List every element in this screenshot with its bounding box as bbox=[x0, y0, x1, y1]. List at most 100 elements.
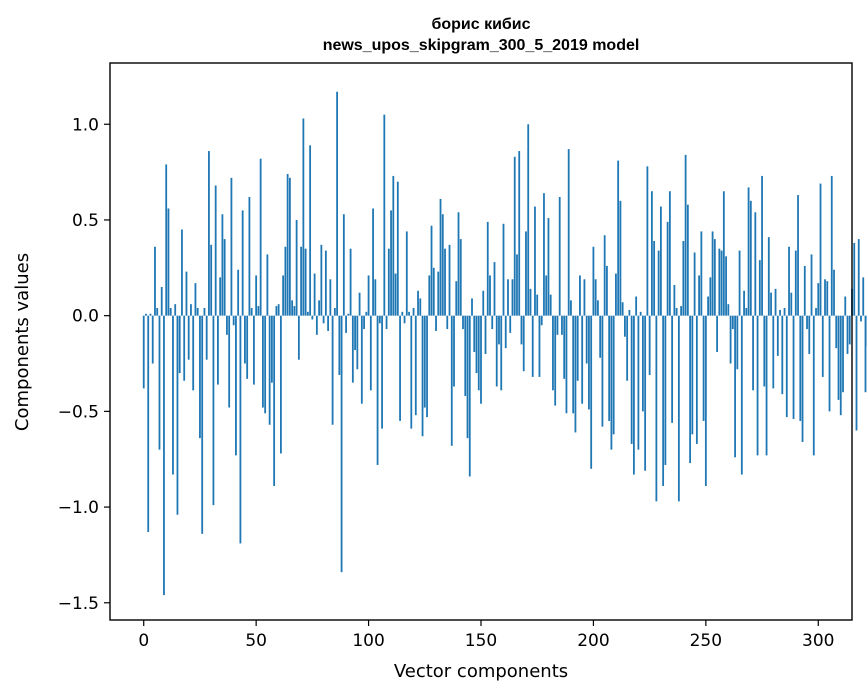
bar-66 bbox=[291, 300, 294, 316]
bar-67 bbox=[293, 306, 296, 316]
bar-2 bbox=[147, 315, 150, 532]
bar-226 bbox=[650, 191, 653, 316]
bar-133 bbox=[441, 214, 444, 316]
bar-43 bbox=[239, 315, 242, 544]
bar-287 bbox=[788, 246, 790, 316]
bar-76 bbox=[313, 273, 316, 316]
bar-234 bbox=[668, 191, 671, 316]
bar-25 bbox=[199, 315, 201, 439]
bar-151 bbox=[482, 290, 485, 316]
bar-281 bbox=[774, 288, 777, 316]
bar-168 bbox=[520, 315, 523, 345]
bar-217 bbox=[630, 315, 633, 444]
bar-228 bbox=[655, 315, 658, 502]
bar-275 bbox=[761, 175, 763, 316]
bar-220 bbox=[637, 315, 640, 450]
bar-110 bbox=[390, 210, 392, 316]
bar-309 bbox=[837, 315, 840, 400]
bar-100 bbox=[367, 275, 370, 316]
bar-167 bbox=[518, 151, 521, 316]
bar-308 bbox=[835, 315, 838, 349]
bar-269 bbox=[747, 187, 750, 316]
bars-group bbox=[142, 91, 867, 596]
bar-249 bbox=[702, 315, 705, 421]
bar-241 bbox=[684, 154, 687, 316]
bar-82 bbox=[327, 315, 329, 331]
bar-89 bbox=[342, 214, 345, 316]
bar-242 bbox=[686, 204, 689, 316]
bar-307 bbox=[833, 269, 835, 316]
bar-156 bbox=[493, 262, 496, 316]
bar-19 bbox=[185, 271, 188, 316]
bar-310 bbox=[839, 315, 842, 416]
bar-145 bbox=[468, 315, 471, 477]
bar-51 bbox=[257, 306, 260, 316]
bar-261 bbox=[729, 315, 732, 364]
bar-87 bbox=[338, 315, 341, 375]
bar-56 bbox=[268, 315, 271, 425]
bar-111 bbox=[392, 175, 395, 316]
bar-138 bbox=[453, 315, 455, 387]
bar-134 bbox=[444, 248, 446, 316]
bar-31 bbox=[212, 315, 215, 506]
bar-223 bbox=[644, 315, 647, 471]
bar-170 bbox=[525, 231, 527, 316]
bar-64 bbox=[286, 174, 289, 316]
bar-239 bbox=[680, 306, 683, 316]
bar-265 bbox=[738, 250, 741, 316]
bar-165 bbox=[513, 156, 516, 316]
bar-38 bbox=[228, 315, 231, 408]
bar-313 bbox=[846, 315, 849, 354]
x-axis-label: Vector components bbox=[394, 661, 568, 682]
bar-58 bbox=[273, 315, 276, 487]
bar-290 bbox=[794, 250, 797, 316]
bar-264 bbox=[736, 315, 739, 370]
bar-215 bbox=[626, 315, 629, 381]
bar-109 bbox=[387, 248, 390, 316]
bar-95 bbox=[356, 315, 359, 370]
bar-302 bbox=[821, 315, 824, 377]
bar-219 bbox=[635, 296, 638, 316]
bar-44 bbox=[241, 210, 244, 316]
bar-46 bbox=[246, 315, 249, 379]
bar-90 bbox=[345, 315, 347, 333]
y-axis-ticks: −1.5 −1.0 −0.5 0.0 0.5 1.0 bbox=[58, 115, 110, 614]
bar-213 bbox=[621, 302, 624, 316]
bar-306 bbox=[830, 175, 833, 316]
bar-53 bbox=[262, 315, 264, 408]
bar-142 bbox=[462, 315, 464, 330]
bar-37 bbox=[226, 315, 228, 335]
bar-50 bbox=[255, 275, 258, 316]
bar-154 bbox=[489, 275, 491, 316]
bar-282 bbox=[776, 315, 779, 356]
bar-21 bbox=[190, 304, 192, 316]
bar-183 bbox=[554, 315, 557, 406]
bar-34 bbox=[219, 277, 222, 316]
bar-70 bbox=[300, 246, 303, 316]
bar-297 bbox=[810, 254, 813, 316]
bar-231 bbox=[662, 315, 665, 487]
bar-176 bbox=[538, 315, 541, 377]
bar-247 bbox=[698, 275, 700, 316]
bar-252 bbox=[709, 277, 712, 316]
bar-115 bbox=[401, 311, 404, 316]
bar-73 bbox=[306, 311, 309, 316]
bar-253 bbox=[711, 231, 714, 316]
bar-47 bbox=[248, 196, 251, 316]
bar-45 bbox=[244, 315, 246, 364]
bar-137 bbox=[450, 315, 453, 446]
bar-288 bbox=[790, 292, 793, 316]
bar-144 bbox=[466, 315, 469, 439]
bar-42 bbox=[237, 269, 240, 316]
bar-274 bbox=[758, 260, 761, 316]
bar-295 bbox=[806, 315, 808, 330]
x-tick-label-6: 300 bbox=[802, 631, 834, 651]
bar-71 bbox=[302, 118, 305, 316]
bar-128 bbox=[430, 225, 433, 316]
bar-192 bbox=[574, 315, 577, 433]
bar-224 bbox=[646, 166, 649, 316]
bar-163 bbox=[509, 315, 512, 333]
bar-304 bbox=[826, 281, 829, 316]
bar-123 bbox=[419, 298, 422, 316]
bar-202 bbox=[597, 300, 599, 316]
